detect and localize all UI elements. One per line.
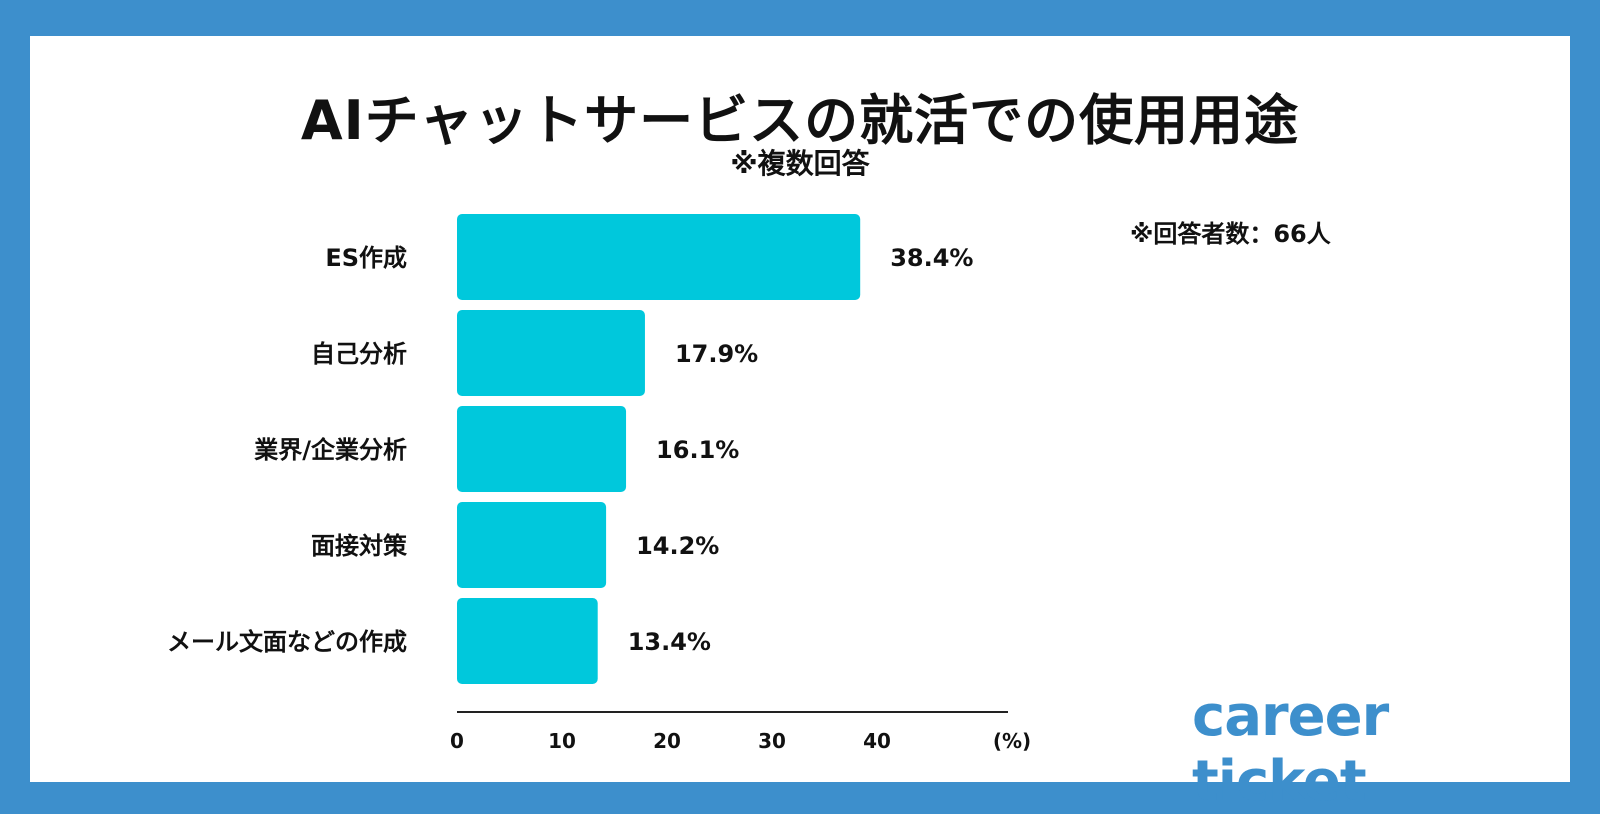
x-tick-labels-group: 0 10 20 30 40 [450, 729, 891, 753]
chart-subtitle: ※複数回答 [730, 147, 870, 180]
category-label-4: 面接対策 [311, 532, 408, 560]
x-tick-label-20: 20 [653, 729, 681, 753]
value-labels-group: 38.4% 17.9% 16.1% 14.2% 13.4% [628, 244, 974, 656]
category-label-3: 業界/企業分析 [254, 436, 407, 464]
x-axis-unit-label: (%) [993, 729, 1031, 753]
bar-5 [457, 598, 598, 684]
bar-3 [457, 406, 627, 492]
chart-card: AIチャットサービスの就活での使用用途 ※複数回答 ※回答者数：66人 ES作成… [30, 36, 1570, 814]
value-label-5: 13.4% [628, 628, 711, 656]
x-tick-label-0: 0 [450, 729, 464, 753]
bar-1 [457, 214, 861, 300]
value-label-4: 14.2% [636, 532, 719, 560]
x-tick-label-30: 30 [758, 729, 786, 753]
value-label-1: 38.4% [890, 244, 973, 272]
category-label-1: ES作成 [325, 244, 407, 272]
category-label-5: メール文面などの作成 [167, 628, 407, 656]
value-label-2: 17.9% [675, 340, 758, 368]
chart-title: AIチャットサービスの就活での使用用途 [300, 89, 1300, 152]
bar-2 [457, 310, 645, 396]
value-label-3: 16.1% [656, 436, 739, 464]
category-label-2: 自己分析 [311, 340, 407, 368]
respondent-count-note: ※回答者数：66人 [1130, 220, 1331, 248]
x-tick-label-40: 40 [863, 729, 891, 753]
career-ticket-logo: career ticket [1192, 684, 1389, 814]
bars-group [457, 214, 861, 684]
x-tick-label-10: 10 [548, 729, 576, 753]
bar-4 [457, 502, 607, 588]
